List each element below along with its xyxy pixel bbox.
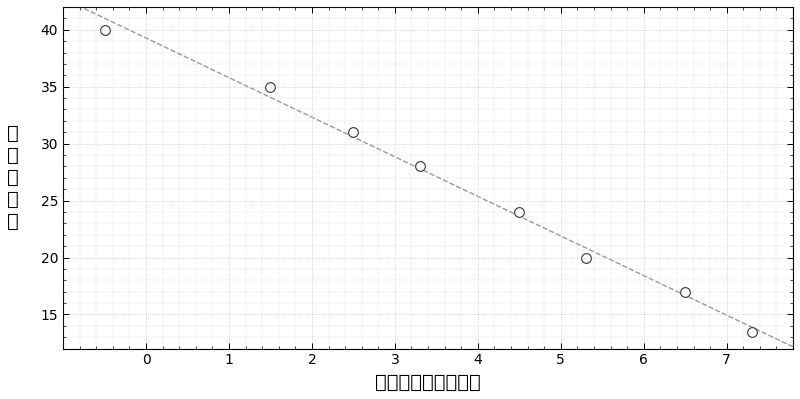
Y-axis label: 扩
增
循
环
数: 扩 增 循 环 数 bbox=[7, 124, 18, 231]
X-axis label: 阳性模板浓度对数值: 阳性模板浓度对数值 bbox=[375, 373, 481, 392]
